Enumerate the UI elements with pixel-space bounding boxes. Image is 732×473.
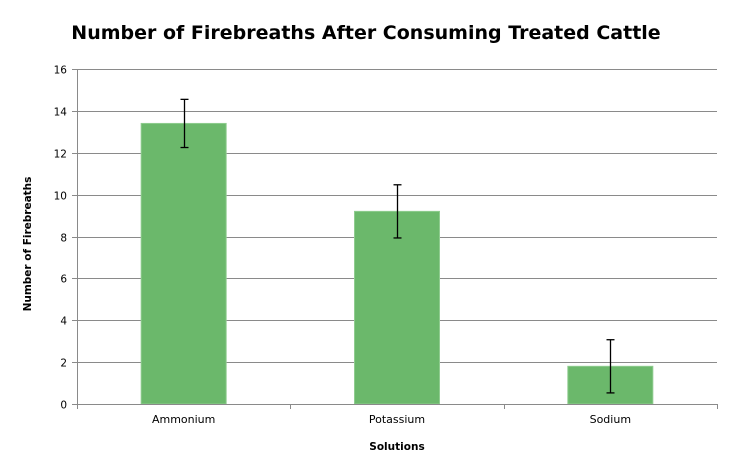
x-tick-label: Sodium xyxy=(590,413,631,426)
bars xyxy=(140,122,654,405)
y-tick-label: 10 xyxy=(54,191,67,203)
y-tick-label: 12 xyxy=(54,149,67,161)
error-bars xyxy=(180,98,615,394)
y-tick-label: 0 xyxy=(60,400,67,412)
y-tick-label: 2 xyxy=(60,358,67,370)
x-axis-title: Solutions xyxy=(369,441,424,453)
bar-ammonium xyxy=(140,122,227,405)
x-axis-ticks: Ammonium Potassium Sodium xyxy=(77,404,718,426)
chart-title: Number of Firebreaths After Consuming Tr… xyxy=(71,22,660,44)
axes xyxy=(72,69,717,409)
y-tick-label: 14 xyxy=(54,107,68,119)
x-tick-label: Potassium xyxy=(369,413,425,426)
y-tick-label: 16 xyxy=(54,65,68,77)
y-axis-title: Number of Firebreaths xyxy=(22,177,34,312)
y-tick-label: 4 xyxy=(60,316,67,328)
x-tick-label: Ammonium xyxy=(152,413,215,426)
y-tick-label: 6 xyxy=(60,274,67,286)
y-axis-ticks: 0 2 4 6 8 10 12 14 16 xyxy=(54,65,77,412)
y-tick-label: 8 xyxy=(60,233,67,245)
bar-potassium xyxy=(354,210,440,405)
